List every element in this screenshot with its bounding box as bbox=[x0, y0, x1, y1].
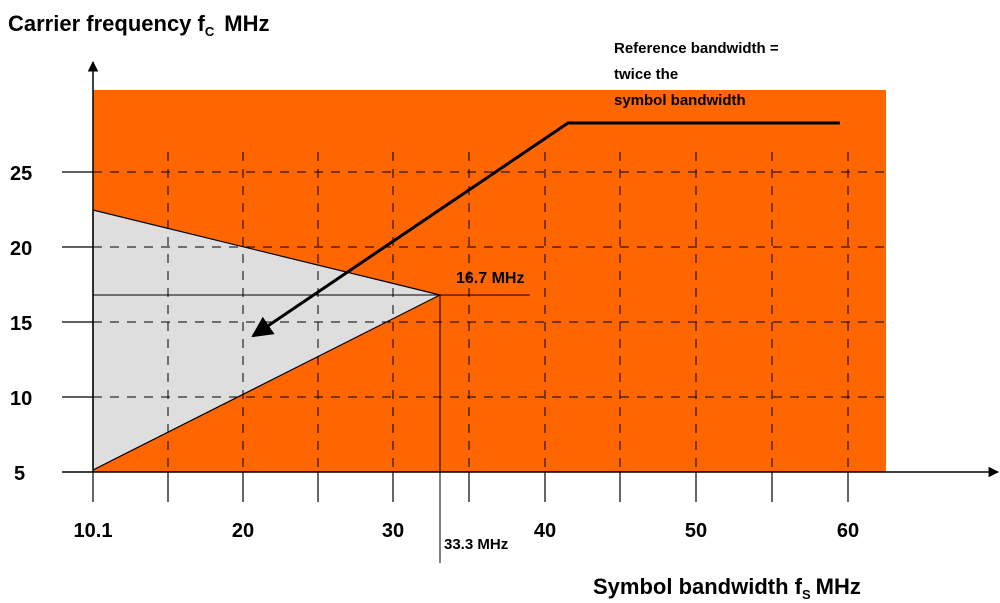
y-tick-label: 10 bbox=[10, 388, 32, 410]
annotation-line-1: Reference bandwidth = bbox=[614, 40, 779, 57]
x-tick-label: 10.1 bbox=[74, 520, 113, 542]
x-tick-label: 60 bbox=[837, 520, 859, 542]
grid-horizontal bbox=[93, 171, 886, 398]
x-tick-label: 20 bbox=[232, 520, 254, 542]
fc-marker-label: 16.7 MHz bbox=[456, 270, 524, 287]
x-tick-label: 40 bbox=[534, 520, 556, 542]
y-tick-label: 5 bbox=[14, 463, 25, 485]
x-axis-title: Symbol bandwidth fS MHz bbox=[593, 574, 861, 602]
y-tick-label: 20 bbox=[10, 238, 32, 260]
x-tick-marks bbox=[92, 472, 849, 502]
annotation-line-3: symbol bandwidth bbox=[614, 92, 746, 109]
x-tick-label: 50 bbox=[685, 520, 707, 542]
callout-line bbox=[251, 121, 840, 338]
y-axis-title: Carrier frequency fC MHz bbox=[8, 11, 269, 39]
grid-vertical bbox=[167, 152, 849, 472]
y-tick-label: 15 bbox=[10, 313, 32, 335]
y-tick-marks bbox=[62, 171, 93, 398]
annotation-line-2: twice the bbox=[614, 66, 678, 83]
fs-marker-label: 33.3 MHz bbox=[444, 536, 508, 553]
y-tick-label: 25 bbox=[10, 163, 32, 185]
x-tick-label: 30 bbox=[382, 520, 404, 542]
